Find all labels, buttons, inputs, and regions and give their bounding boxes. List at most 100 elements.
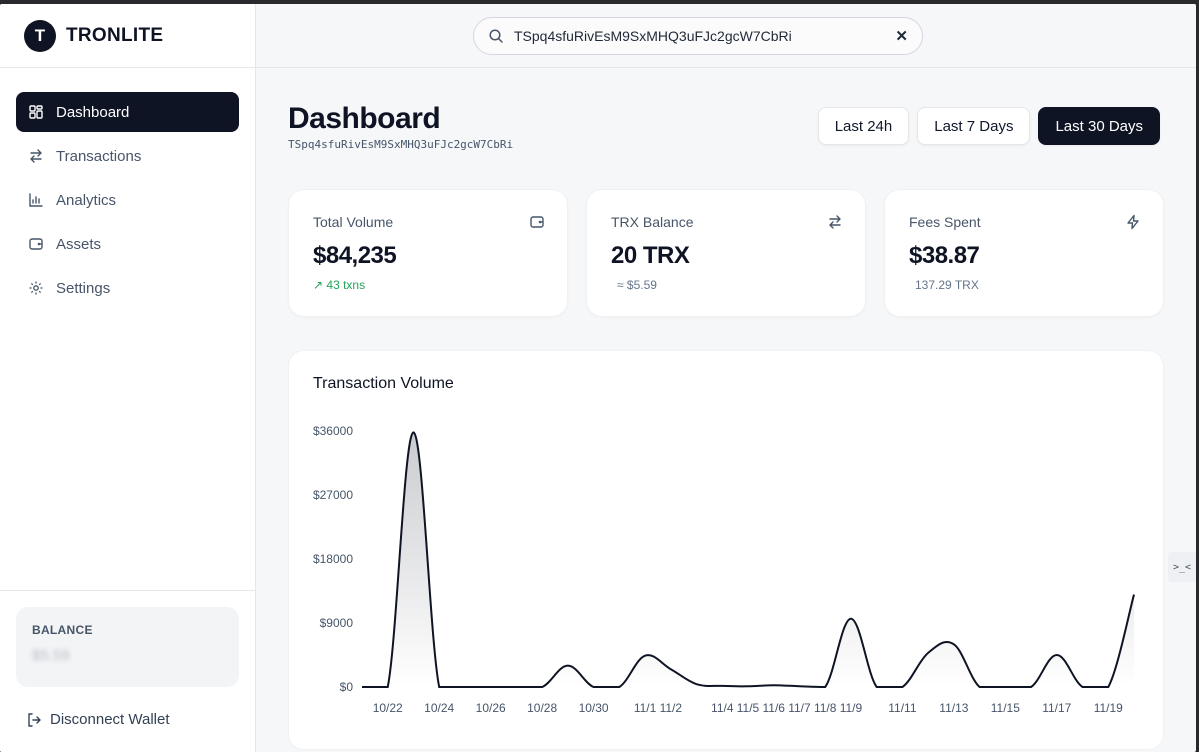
sidebar-footer: BALANCE $5.59 Disconnect Wallet (0, 590, 255, 752)
chart-point-11/9[interactable] (848, 616, 854, 622)
disconnect-wallet-button[interactable]: Disconnect Wallet (16, 711, 239, 728)
sidebar-item-label: Transactions (56, 147, 142, 165)
stat-value: $38.87 (909, 242, 980, 269)
chart-point-11/6[interactable] (771, 682, 777, 688)
chart-point-11/15[interactable] (1002, 684, 1008, 690)
chart-point-10/25[interactable] (462, 684, 468, 690)
range-30d-button[interactable]: Last 30 Days (1038, 107, 1160, 145)
sidebar-item-assets[interactable]: Assets (16, 224, 239, 264)
y-tick-label: $9000 (320, 616, 354, 630)
sidebar: T TRONLITE Dashboard Transactions Analyt… (0, 4, 256, 752)
chart-point-11/4[interactable] (719, 683, 725, 689)
stat-subtext: ≈ $5.59 (617, 278, 657, 292)
brand[interactable]: T TRONLITE (0, 4, 255, 68)
clear-search-icon[interactable]: ✕ (895, 27, 908, 45)
wallet-icon (530, 216, 544, 228)
stats-row: Total Volume $84,235 ↗ 43 txns TRX Balan… (288, 189, 1164, 317)
chart-canvas: $0 $9000 $18000 $27000 $36000 10/22 10/24 10/26… (313, 424, 1137, 715)
app-window: T TRONLITE Dashboard Transactions Analyt… (0, 4, 1196, 752)
stat-value: $84,235 (313, 242, 397, 269)
chart-point-11/10[interactable] (874, 684, 880, 690)
x-tick-label: 11/5 (737, 701, 760, 715)
brand-name: TRONLITE (66, 24, 164, 46)
chart-point-10/28[interactable] (539, 684, 545, 690)
stat-label: Fees Spent (909, 214, 981, 230)
x-tick-label: 11/13 (939, 701, 968, 715)
balance-card: BALANCE $5.59 (16, 607, 239, 687)
transfer-icon (30, 149, 42, 163)
stat-card-trx-balance: TRX Balance 20 TRX ≈ $5.59 (586, 189, 866, 317)
y-tick-label: $36000 (313, 424, 353, 438)
x-tick-label: 11/6 (762, 701, 785, 715)
brand-logo: T (24, 19, 56, 52)
x-tick-label: 10/28 (527, 701, 557, 715)
sidebar-item-transactions[interactable]: Transactions (16, 136, 239, 176)
x-tick-label: 11/8 (814, 701, 837, 715)
chart-point-10/22[interactable] (385, 684, 391, 690)
sidebar-item-analytics[interactable]: Analytics (16, 180, 239, 220)
chart-point-10/23[interactable] (410, 429, 416, 435)
chart-point-11/11[interactable] (899, 684, 905, 690)
chart-point-11/20[interactable] (1131, 592, 1137, 598)
x-tick-label: 10/26 (476, 701, 506, 715)
chart-point-11/5[interactable] (745, 683, 751, 689)
time-range-selector: Last 24h Last 7 Days Last 30 Days (817, 107, 1160, 145)
gear-icon (29, 281, 43, 295)
sidebar-item-settings[interactable]: Settings (16, 268, 239, 308)
chart-point-11/13[interactable] (951, 641, 957, 647)
topbar: ✕ (256, 4, 1196, 68)
balance-value: $5.59 (32, 647, 70, 664)
bar-chart-icon (29, 193, 43, 207)
x-tick-label: 11/4 (711, 701, 734, 715)
chart-point-10/27[interactable] (513, 684, 519, 690)
chart-point-11/7[interactable] (796, 683, 802, 689)
chart-point-11/12[interactable] (925, 650, 931, 656)
chart-point-11/3[interactable] (694, 681, 700, 687)
chart-series-line (362, 431, 1135, 689)
search-bar[interactable]: ✕ (473, 16, 923, 55)
x-tick-label: 10/24 (424, 701, 454, 715)
dashboard-content: Dashboard TSpq4sfuRivEsM9SxMHQ3uFJc2gcW7… (256, 68, 1196, 750)
chart-point-10/21[interactable] (359, 684, 365, 690)
page-header: Dashboard TSpq4sfuRivEsM9SxMHQ3uFJc2gcW7… (288, 102, 1164, 151)
x-tick-label: 11/19 (1094, 701, 1123, 715)
chart-point-11/2[interactable] (668, 666, 674, 672)
stat-label: Total Volume (313, 214, 394, 230)
chart-point-11/14[interactable] (977, 684, 983, 690)
chart-point-11/17[interactable] (1054, 652, 1060, 658)
chart-title: Transaction Volume (313, 375, 454, 392)
chart-point-11/1[interactable] (642, 653, 648, 659)
dev-tools-tab[interactable]: >_< (1168, 552, 1196, 582)
chart-point-11/8[interactable] (822, 684, 828, 690)
main-area: ✕ Dashboard TSpq4sfuRivEsM9SxMHQ3uFJc2gc… (256, 4, 1196, 752)
stat-subtext: ↗ 43 txns (313, 278, 366, 292)
chart-area-fill (362, 432, 1134, 687)
y-tick-label: $27000 (313, 488, 353, 502)
range-7d-button[interactable]: Last 7 Days (917, 107, 1031, 145)
chart-point-10/26[interactable] (488, 684, 494, 690)
disconnect-label: Disconnect Wallet (50, 711, 170, 728)
chart-point-10/31[interactable] (616, 684, 622, 690)
sidebar-item-label: Dashboard (56, 103, 130, 121)
x-tick-label: 11/2 (660, 701, 683, 715)
chart-point-11/18[interactable] (1080, 684, 1086, 690)
transaction-volume-chart: Transaction Volume $0 $9000 $18000 $27000 $3… (288, 350, 1164, 750)
chart-point-10/24[interactable] (436, 684, 442, 690)
sidebar-nav: Dashboard Transactions Analytics Assets … (0, 68, 255, 308)
balance-label: BALANCE (32, 623, 93, 637)
chart-point-11/16[interactable] (1028, 684, 1034, 690)
x-tick-label: 11/1 (634, 701, 657, 715)
chart-point-10/30[interactable] (591, 684, 597, 690)
search-input[interactable] (514, 27, 886, 44)
range-24h-button[interactable]: Last 24h (817, 107, 910, 145)
chart-point-10/29[interactable] (565, 663, 571, 669)
sidebar-item-dashboard[interactable]: Dashboard (16, 92, 239, 132)
y-tick-label: $18000 (313, 552, 353, 566)
x-tick-label: 11/15 (991, 701, 1020, 715)
chart-point-11/19[interactable] (1105, 684, 1111, 690)
wallet-address: TSpq4sfuRivEsM9SxMHQ3uFJc2gcW7CbRi (288, 138, 514, 151)
stat-value: 20 TRX (611, 242, 690, 269)
stat-subtext: 137.29 TRX (915, 278, 979, 292)
page-title: Dashboard (288, 102, 441, 135)
sidebar-item-label: Analytics (56, 191, 117, 209)
